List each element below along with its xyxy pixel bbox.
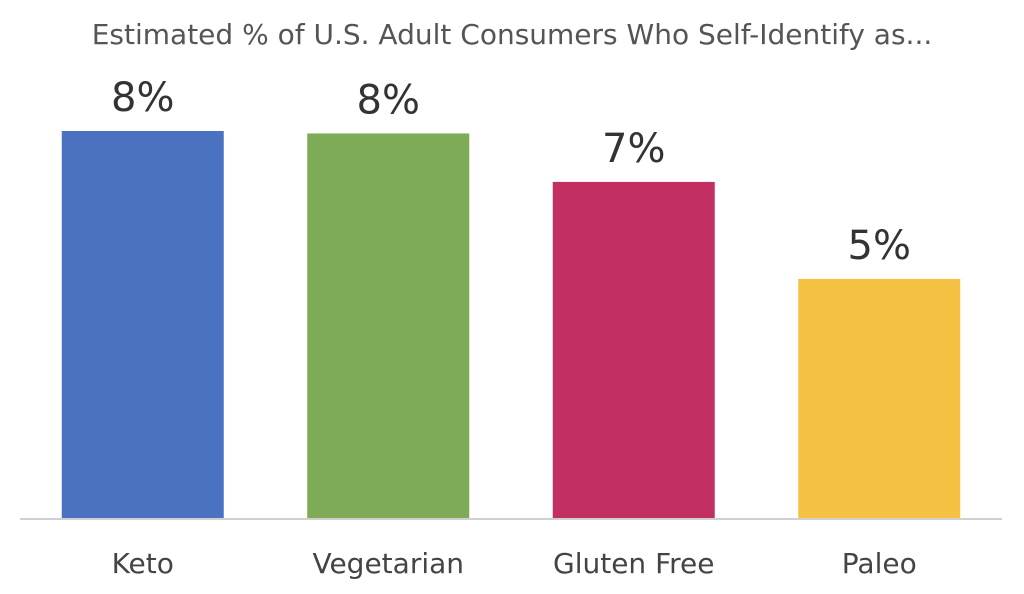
category-label-vegetarian: Vegetarian <box>312 547 464 580</box>
bars-group <box>61 131 961 520</box>
bar-gluten-free <box>552 181 715 520</box>
category-labels-group: Keto Vegetarian Gluten Free Paleo <box>112 547 917 580</box>
bar-vegetarian <box>307 133 470 520</box>
bar-keto <box>61 131 224 519</box>
chart-title: Estimated % of U.S. Adult Consumers Who … <box>91 18 933 51</box>
data-label-paleo: 5% <box>848 223 911 269</box>
data-label-vegetarian: 8% <box>357 77 420 123</box>
value-labels-group: 8% 8% 7% 5% <box>111 75 911 269</box>
category-label-keto: Keto <box>112 547 174 580</box>
bar-paleo <box>798 278 961 519</box>
data-label-gluten-free: 7% <box>602 126 665 172</box>
data-label-keto: 8% <box>111 75 174 121</box>
category-label-paleo: Paleo <box>842 547 917 580</box>
category-label-gluten-free: Gluten Free <box>553 547 715 580</box>
